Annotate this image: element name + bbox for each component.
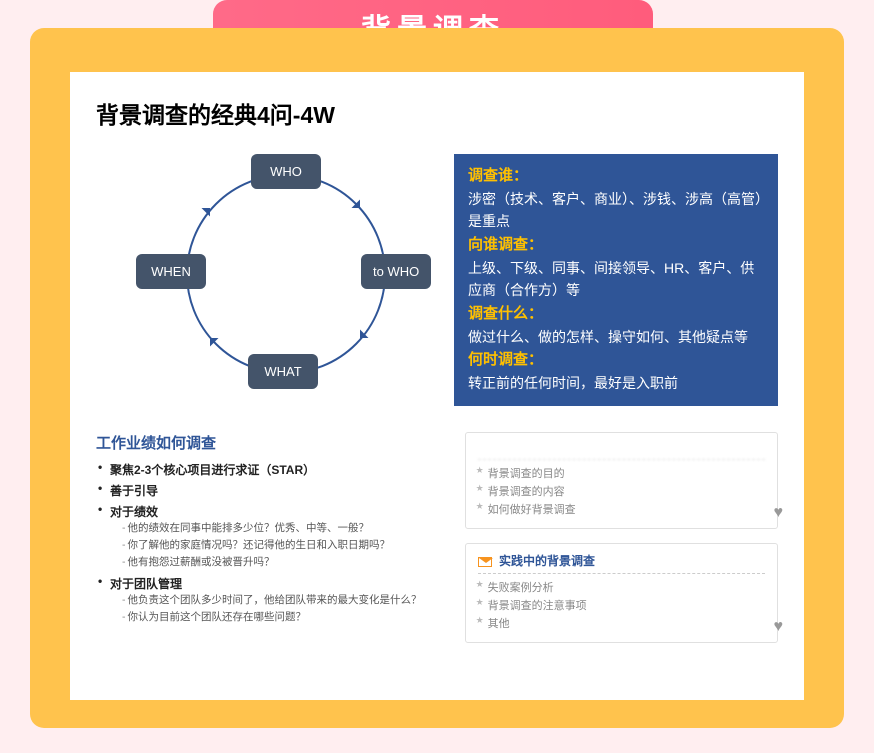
card-head: 实践中的背景调查	[478, 552, 765, 574]
info-panel: 调查谁： 涉密（技术、客户、商业）、涉钱、涉高（高管）是重点 向谁调查： 上级、…	[454, 154, 778, 406]
upper-section: WHO to WHO WHAT WHEN 调查谁： 涉密（技术、客户、商业）、涉…	[96, 154, 778, 406]
bullet-item: 聚焦2-3个核心项目进行求证（STAR）	[96, 459, 441, 480]
sub-item: 你认为目前这个团队还存在哪些问题？	[122, 609, 441, 626]
toc-card-1: 背景调查的目的 背景调查的内容 如何做好背景调查 ♥	[465, 432, 778, 529]
bullet-item: 对于绩效 他的绩效在同事中能排多少位？优秀、中等、一般？ 你了解他的家庭情况吗？…	[96, 501, 441, 572]
panel-a1: 涉密（技术、客户、商业）、涉钱、涉高（高管）是重点	[468, 188, 764, 233]
outer-frame: 背景调查的经典4问-4W WHO to WHO WHAT WHEN 调查谁： 涉…	[30, 28, 844, 728]
node-when: WHEN	[136, 254, 206, 289]
panel-q3: 调查什么：	[468, 302, 764, 326]
bullet-item: 善于引导	[96, 480, 441, 501]
left-heading: 工作业绩如何调查	[96, 432, 441, 453]
cycle-diagram: WHO to WHO WHAT WHEN	[136, 154, 436, 394]
sub-item: 你了解他的家庭情况吗？还记得他的生日和入职日期吗？	[122, 537, 441, 554]
heart-icon: ♥	[774, 618, 784, 636]
toc-line: 背景调查的内容	[478, 482, 765, 500]
toc-line: 背景调查的注意事项	[478, 596, 765, 614]
toc-card-2: 实践中的背景调查 失败案例分析 背景调查的注意事项 其他 ♥	[465, 543, 778, 643]
sub-item: 他的绩效在同事中能排多少位？优秀、中等、一般？	[122, 520, 441, 537]
heart-icon: ♥	[774, 504, 784, 522]
left-column: 工作业绩如何调查 聚焦2-3个核心项目进行求证（STAR） 善于引导 对于绩效 …	[96, 432, 441, 643]
toc-line: 其他	[478, 614, 765, 632]
panel-a3: 做过什么、做的怎样、操守如何、其他疑点等	[468, 326, 764, 348]
panel-q1: 调查谁：	[468, 164, 764, 188]
panel-q4: 何时调查：	[468, 348, 764, 372]
node-to-who: to WHO	[361, 254, 431, 289]
node-what: WHAT	[248, 354, 318, 389]
right-column: 背景调查的目的 背景调查的内容 如何做好背景调查 ♥ 实践中的背景调查 失败案例…	[465, 432, 778, 643]
envelope-icon	[478, 557, 492, 567]
toc-line: 背景调查的目的	[478, 464, 765, 482]
toc-line: 如何做好背景调查	[478, 500, 765, 518]
toc-line: 失败案例分析	[478, 578, 765, 596]
sub-item: 他负责这个团队多少时间了，他给团队带来的最大变化是什么？	[122, 592, 441, 609]
node-who: WHO	[251, 154, 321, 189]
panel-a2: 上级、下级、同事、间接领导、HR、客户、供应商（合作方）等	[468, 257, 764, 302]
slide: 背景调查的经典4问-4W WHO to WHO WHAT WHEN 调查谁： 涉…	[70, 72, 804, 700]
slide-title: 背景调查的经典4问-4W	[96, 96, 778, 130]
bullet-item: 对于团队管理 他负责这个团队多少时间了，他给团队带来的最大变化是什么？ 你认为目…	[96, 573, 441, 628]
panel-q2: 向谁调查：	[468, 233, 764, 257]
sub-item: 他有抱怨过薪酬或没被晋升吗？	[122, 554, 441, 571]
lower-section: 工作业绩如何调查 聚焦2-3个核心项目进行求证（STAR） 善于引导 对于绩效 …	[96, 432, 778, 643]
panel-a4: 转正前的任何时间，最好是入职前	[468, 372, 764, 394]
card-head	[478, 441, 765, 460]
